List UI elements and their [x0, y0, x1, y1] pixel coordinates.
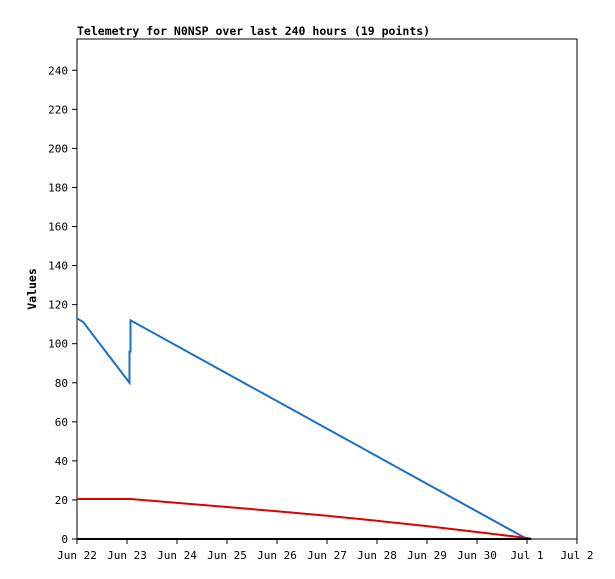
plot-area-frame: [76, 38, 578, 540]
x-tick-label: Jun 26: [257, 549, 297, 562]
x-tick-label: Jun 24: [157, 549, 197, 562]
y-tick-label: 160: [48, 221, 68, 234]
y-tick-label: 220: [48, 103, 68, 116]
series-layer: [76, 317, 532, 540]
x-tick-label: Jul 2: [560, 549, 593, 562]
x-tick-label: Jun 27: [307, 549, 347, 562]
series-line-1: [76, 317, 532, 540]
y-tick-label: 200: [48, 142, 68, 155]
x-axis-ticks: Jun 22 Jun 23 Jun 24 Jun 25 Jun 26 Jun 27 Jun …: [57, 539, 594, 562]
x-tick-label: Jun 22: [57, 549, 97, 562]
x-tick-label: Jun 29: [407, 549, 447, 562]
chart-title: Telemetry for N0NSP over last 240 hours …: [77, 24, 430, 38]
x-tick-label: Jul 1: [510, 549, 543, 562]
y-tick-label: 120: [48, 299, 68, 312]
y-tick-label: 20: [55, 494, 68, 507]
y-tick-label: 140: [48, 260, 68, 273]
y-tick-label: 60: [55, 416, 68, 429]
y-tick-label: 40: [55, 455, 68, 468]
y-axis-label: Values: [25, 268, 39, 310]
y-axis-ticks: 0 20 40 60 80 100 120 140 160 180 200 220 240: [48, 64, 77, 546]
y-tick-label: 0: [61, 533, 68, 546]
y-tick-label: 100: [48, 338, 68, 351]
y-tick-label: 240: [48, 64, 68, 77]
y-tick-label: 80: [55, 377, 68, 390]
x-tick-label: Jun 23: [107, 549, 147, 562]
x-tick-label: Jun 30: [457, 549, 497, 562]
x-tick-label: Jun 28: [357, 549, 397, 562]
y-tick-label: 180: [48, 181, 68, 194]
series-line-2: [77, 498, 532, 540]
x-tick-label: Jun 25: [207, 549, 247, 562]
